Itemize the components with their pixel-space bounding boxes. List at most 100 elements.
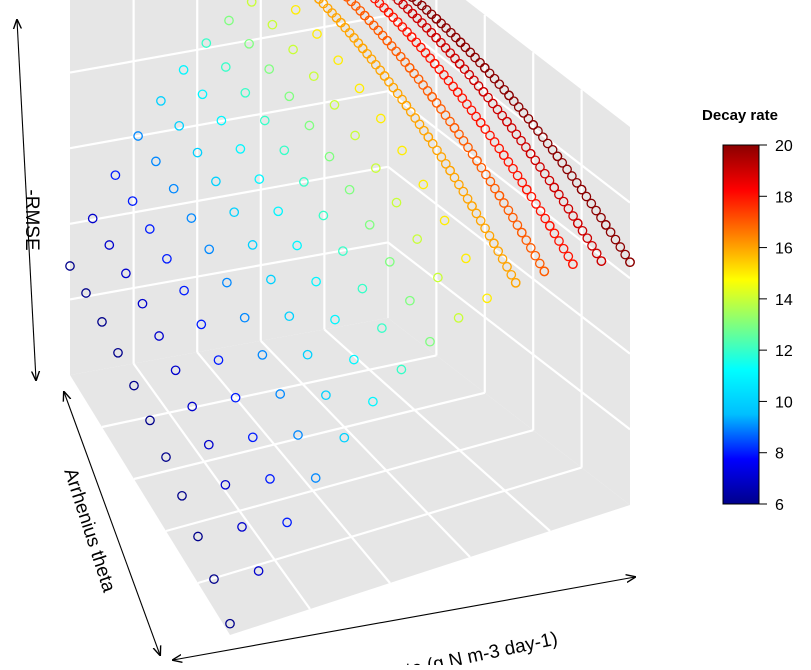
data-point bbox=[222, 277, 232, 288]
data-point bbox=[483, 92, 493, 103]
data-point bbox=[484, 230, 495, 241]
data-point bbox=[539, 266, 550, 277]
y-axis-line bbox=[64, 392, 160, 655]
data-point bbox=[587, 240, 597, 251]
data-point bbox=[168, 183, 179, 194]
data-point bbox=[470, 52, 480, 63]
data-point bbox=[460, 42, 471, 53]
data-point bbox=[338, 246, 348, 256]
data-point bbox=[288, 44, 298, 55]
right-gridline bbox=[387, 241, 631, 431]
data-point bbox=[436, 152, 447, 162]
data-point bbox=[516, 135, 526, 146]
data-point bbox=[104, 240, 115, 250]
data-point bbox=[304, 120, 315, 131]
data-point bbox=[535, 206, 546, 216]
data-point bbox=[503, 157, 514, 167]
data-point bbox=[615, 242, 626, 252]
data-point bbox=[357, 283, 368, 294]
back-panels bbox=[69, 0, 631, 635]
data-point bbox=[481, 169, 491, 180]
data-point bbox=[267, 19, 278, 30]
data-point bbox=[480, 223, 490, 234]
data-point bbox=[440, 158, 451, 169]
data-point bbox=[154, 331, 164, 341]
data-point bbox=[244, 38, 254, 49]
data-point bbox=[247, 240, 258, 250]
data-point bbox=[473, 81, 484, 91]
data-point bbox=[493, 246, 504, 257]
data-point bbox=[324, 151, 335, 162]
back-gridline bbox=[69, 165, 389, 225]
data-point bbox=[405, 295, 415, 306]
data-point bbox=[489, 73, 500, 84]
data-point bbox=[582, 233, 593, 244]
data-point bbox=[211, 176, 221, 187]
data-point bbox=[220, 479, 231, 490]
data-point bbox=[508, 212, 518, 223]
data-point bbox=[224, 15, 234, 26]
data-point bbox=[516, 227, 527, 238]
data-point bbox=[544, 221, 555, 231]
data-point bbox=[503, 205, 514, 216]
data-point bbox=[449, 172, 460, 183]
data-point bbox=[284, 91, 295, 102]
data-point bbox=[127, 196, 138, 206]
data-point bbox=[170, 365, 181, 376]
data-point bbox=[237, 522, 247, 532]
data-point bbox=[432, 145, 442, 156]
axis-lines bbox=[17, 20, 635, 660]
data-point bbox=[370, 163, 381, 173]
data-point bbox=[605, 227, 616, 238]
data-point bbox=[151, 156, 161, 167]
data-point bbox=[521, 184, 532, 195]
data-point bbox=[230, 392, 241, 403]
data-point bbox=[490, 183, 500, 194]
data-point bbox=[439, 215, 450, 226]
data-point bbox=[540, 213, 551, 224]
data-point bbox=[368, 396, 378, 407]
data-point bbox=[229, 207, 240, 218]
data-point bbox=[572, 218, 583, 229]
data-point bbox=[552, 151, 563, 162]
data-point bbox=[308, 71, 319, 82]
data-point bbox=[497, 110, 508, 121]
data-point bbox=[203, 439, 214, 450]
data-points bbox=[65, 0, 635, 629]
data-point bbox=[375, 113, 386, 124]
data-point bbox=[467, 201, 477, 211]
data-point bbox=[465, 47, 476, 58]
data-point bbox=[454, 58, 465, 69]
data-point bbox=[523, 113, 534, 124]
data-point bbox=[458, 186, 469, 197]
x-axis-label: Decay rate (g N m-3 day-1) bbox=[330, 628, 560, 665]
data-point bbox=[484, 68, 495, 79]
data-point bbox=[562, 164, 572, 175]
data-point bbox=[620, 249, 631, 260]
data-point bbox=[433, 272, 443, 283]
back-panel bbox=[70, 0, 388, 375]
data-point bbox=[485, 130, 495, 141]
data-point bbox=[558, 196, 569, 207]
data-point bbox=[480, 124, 491, 134]
data-point bbox=[521, 235, 532, 246]
colorbar-tick-label: 14 bbox=[775, 292, 793, 309]
data-point bbox=[187, 401, 198, 412]
data-point bbox=[489, 137, 500, 147]
data-point bbox=[133, 131, 143, 141]
data-point bbox=[533, 126, 543, 136]
data-point bbox=[162, 253, 172, 264]
data-point bbox=[445, 165, 455, 176]
data-point bbox=[475, 215, 486, 226]
x-axis-line bbox=[173, 577, 635, 660]
colorbar-tick-label: 12 bbox=[775, 343, 793, 360]
data-point bbox=[568, 259, 578, 270]
data-point bbox=[448, 81, 458, 92]
data-point bbox=[498, 150, 509, 161]
data-point bbox=[436, 104, 446, 114]
data-point bbox=[350, 130, 360, 141]
data-point bbox=[186, 213, 197, 223]
data-point bbox=[396, 364, 407, 375]
data-point bbox=[489, 238, 499, 249]
z-axis-label: -RMSE bbox=[21, 189, 42, 250]
